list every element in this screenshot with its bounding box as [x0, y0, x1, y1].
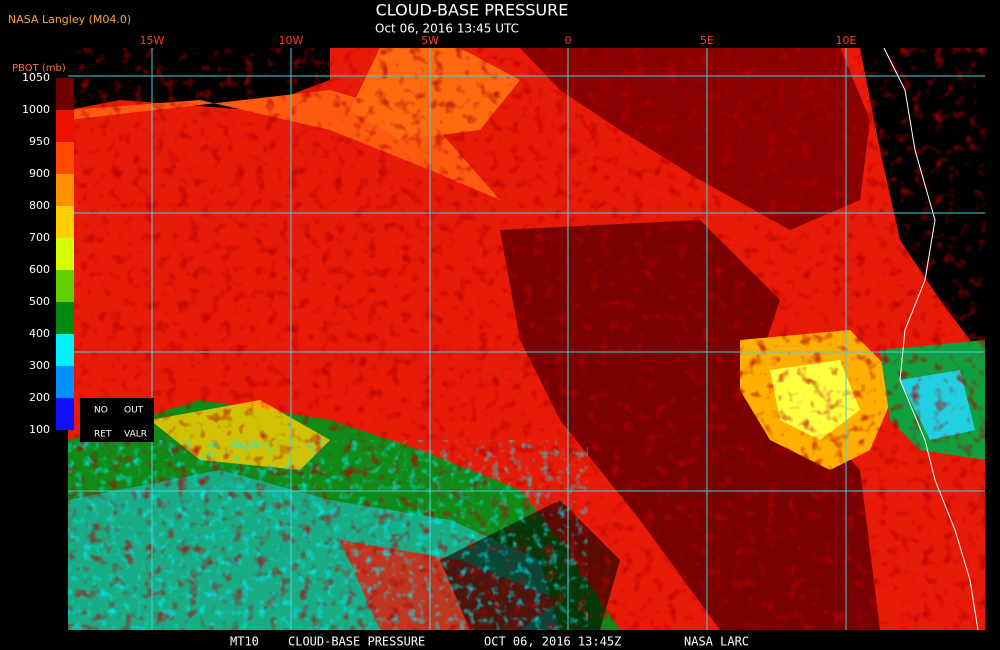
- footer-source: NASA LARC: [684, 635, 749, 649]
- colorbar-tick-label: 1050: [22, 71, 50, 84]
- colorbar-segment: [56, 206, 74, 238]
- colorbar-tick-label: 400: [29, 327, 50, 340]
- colorbar-segment: [56, 174, 74, 206]
- colorbar-segment: [56, 334, 74, 366]
- legend-text: NO: [94, 406, 108, 416]
- colorbar-tick-label: 900: [29, 167, 50, 180]
- longitude-label: 10E: [836, 34, 857, 47]
- colorbar-segment: [56, 302, 74, 334]
- credit: NASA Langley (M04.0): [8, 13, 131, 26]
- colorbar-tick-label: 950: [29, 135, 50, 148]
- colorbar-tick-label: 600: [29, 263, 50, 276]
- colorbar-segment: [56, 270, 74, 302]
- longitude-label: 15W: [140, 34, 165, 47]
- legend-text: VALR: [124, 430, 147, 440]
- colorbar-tick-label: 1000: [22, 103, 50, 116]
- colorbar-tick-label: 500: [29, 295, 50, 308]
- colorbar-segment: [56, 110, 74, 142]
- lat-lon-grid: 15W 10W 5W 0 5E 10E: [68, 34, 985, 630]
- colorbar: 1050 1000 950 900 800 700 600 500 400 300 200 100: [22, 71, 74, 436]
- legend-text: OUT: [124, 406, 144, 416]
- legend-text: RET: [94, 430, 112, 440]
- subtitle: Oct 06, 2016 13:45 UTC: [375, 22, 519, 36]
- footer-title: CLOUD-BASE PRESSURE: [288, 635, 425, 649]
- colorbar-segment: [56, 78, 74, 110]
- colorbar-tick-label: 800: [29, 199, 50, 212]
- colorbar-label: PBOT (mb): [12, 63, 66, 74]
- longitude-label: 10W: [279, 34, 304, 47]
- title: CLOUD-BASE PRESSURE: [376, 1, 569, 20]
- colorbar-tick-label: 200: [29, 391, 50, 404]
- footer-product: MT10: [230, 635, 259, 649]
- legend-box: [80, 398, 154, 442]
- longitude-label: 5W: [421, 34, 439, 47]
- coastline: [883, 48, 979, 630]
- cloud-field: [68, 48, 985, 630]
- colorbar-tick-label: 100: [29, 423, 50, 436]
- colorbar-tick-label: 700: [29, 231, 50, 244]
- cloud-texture: [68, 440, 588, 630]
- colorbar-segment: [56, 142, 74, 174]
- colorbar-segment: [56, 366, 74, 398]
- footer-date: OCT 06, 2016 13:45Z: [484, 635, 621, 649]
- colorbar-segment: [56, 238, 74, 270]
- longitude-label: 5E: [700, 34, 714, 47]
- colorbar-segment: [56, 398, 74, 430]
- colorbar-tick-label: 300: [29, 359, 50, 372]
- longitude-label: 0: [565, 34, 572, 47]
